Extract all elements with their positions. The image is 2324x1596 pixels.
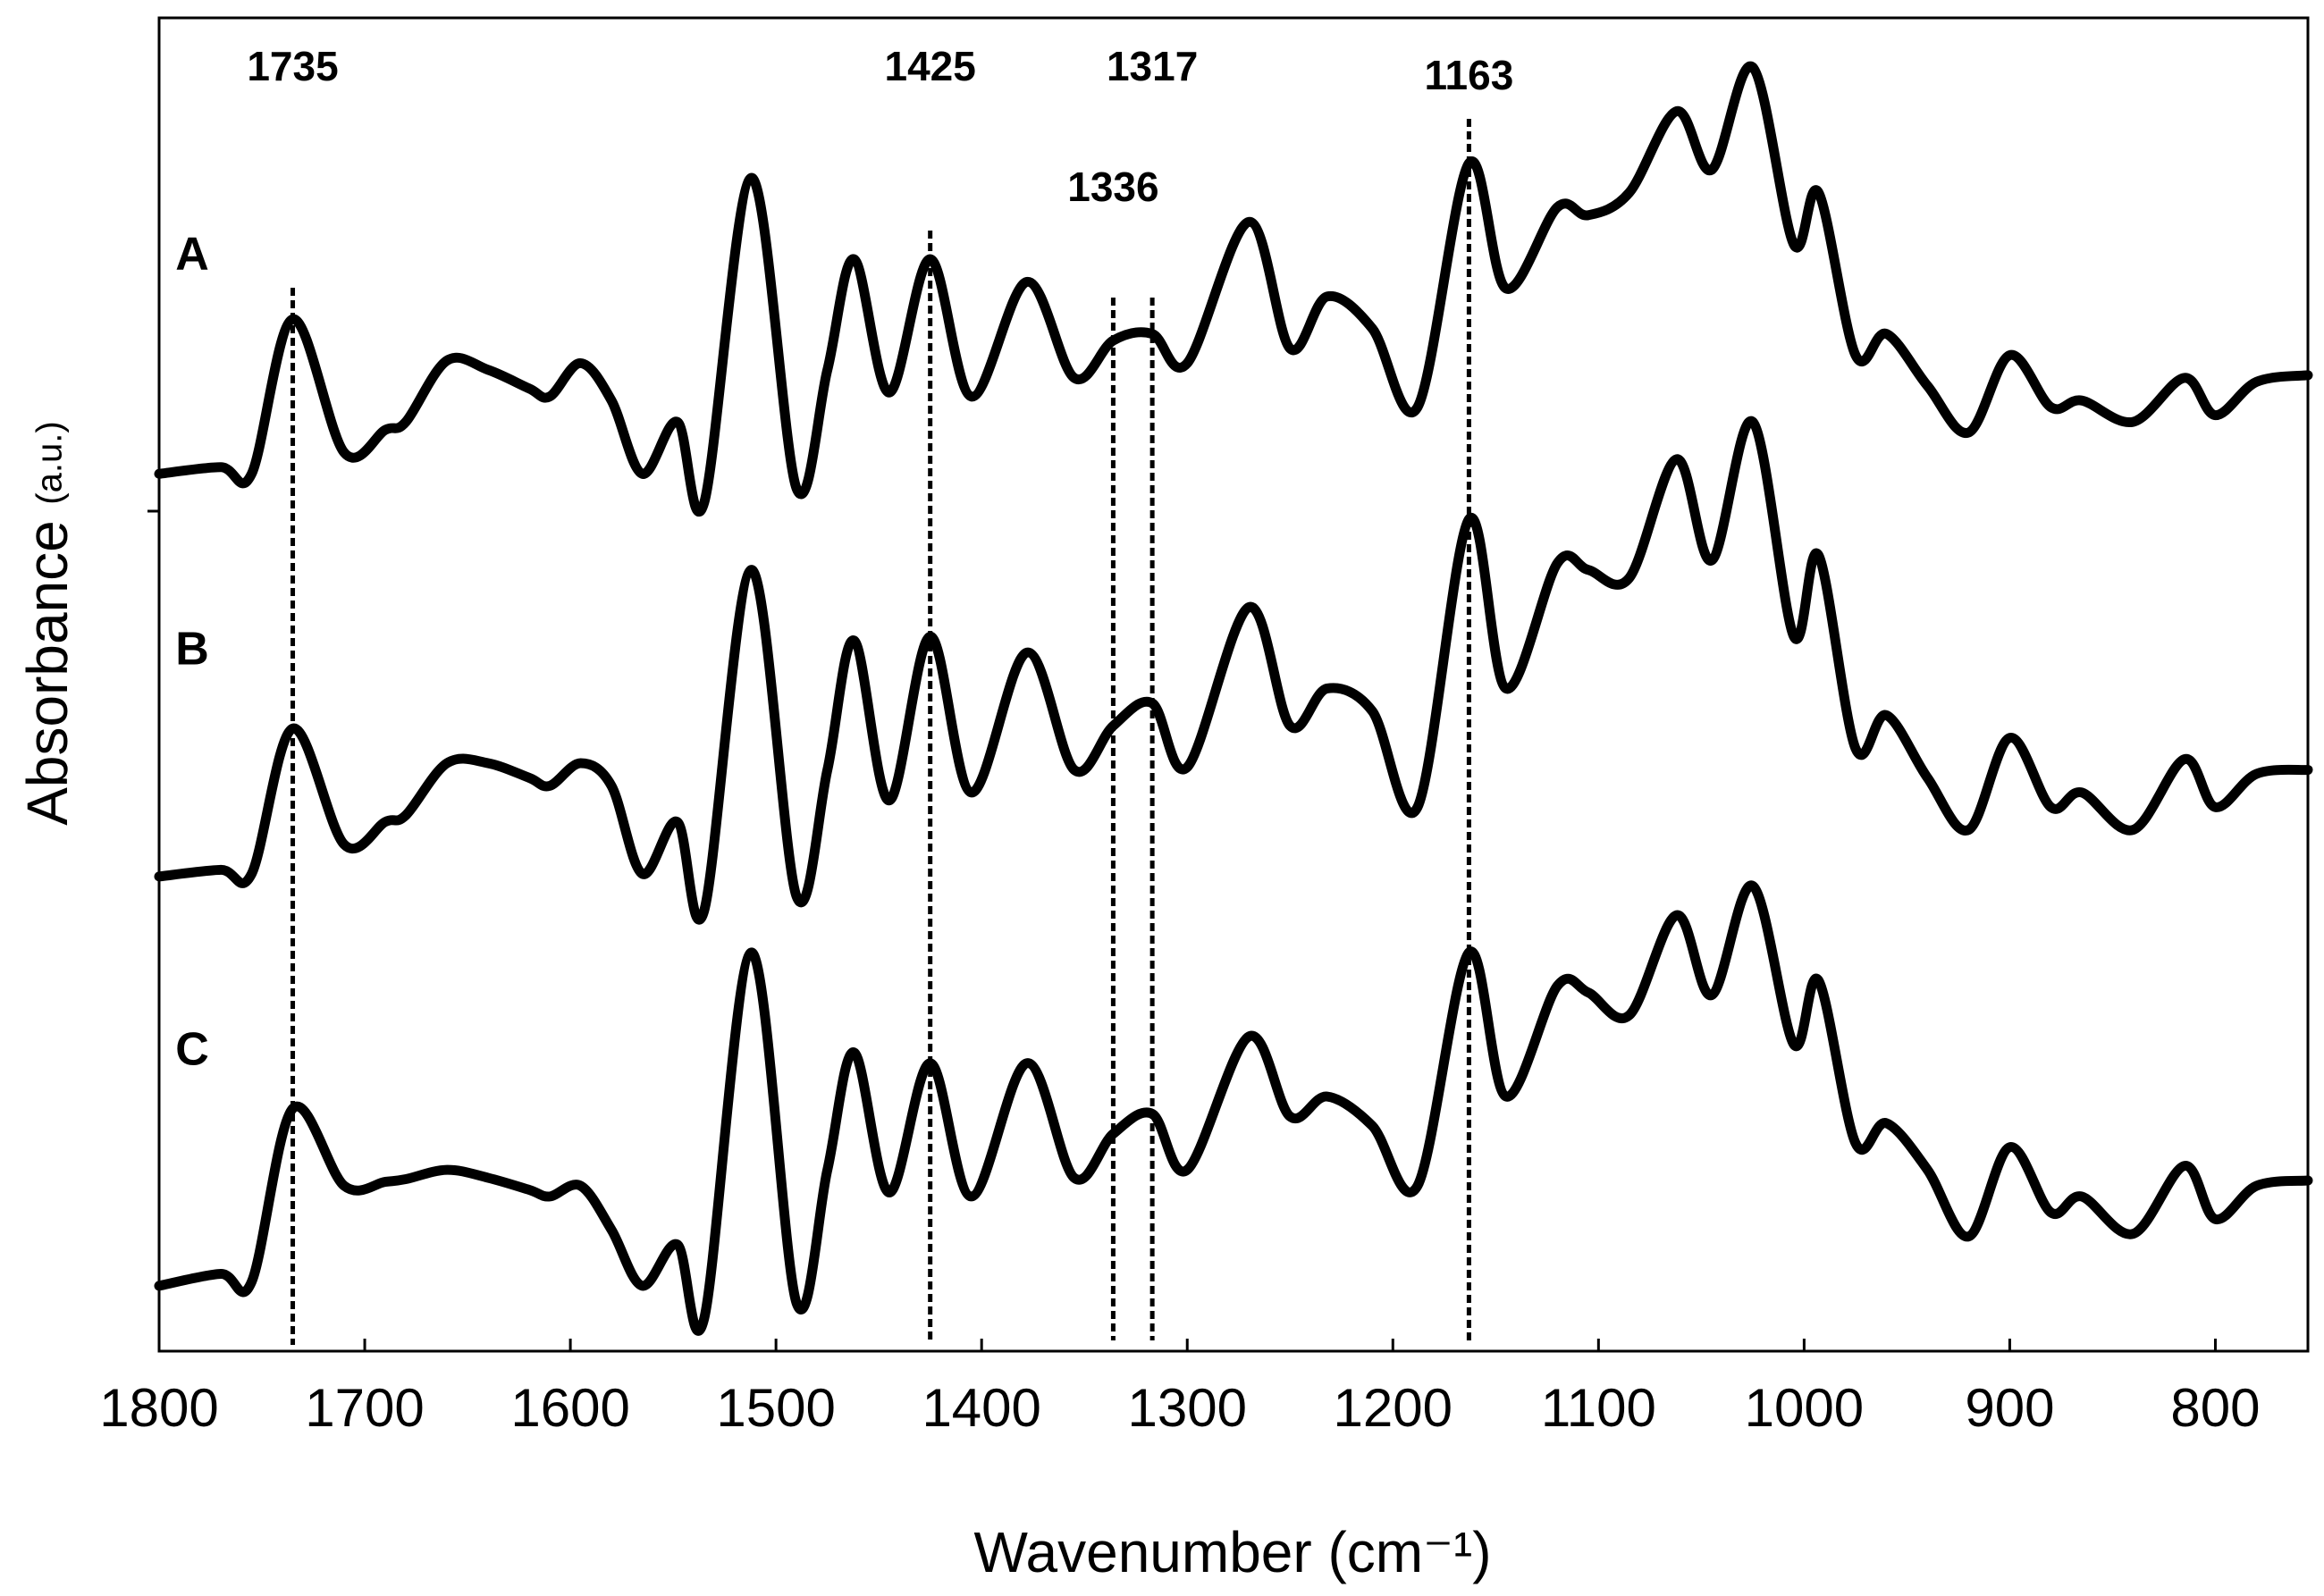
x-tick-label: 1700: [305, 1378, 424, 1438]
x-tick-label: 1300: [1127, 1378, 1246, 1438]
annotation-label: 1317: [1107, 43, 1198, 89]
annotation-label: 1163: [1425, 52, 1514, 98]
x-tick-label: 1500: [716, 1378, 835, 1438]
x-axis-label: Wavenumber (cm⁻¹): [973, 1520, 1491, 1584]
spectrum-line: [154, 880, 2313, 1336]
x-tick-label: 1400: [922, 1378, 1040, 1438]
spectrum-line: [154, 61, 2313, 517]
x-tick-label: 1100: [1541, 1378, 1656, 1438]
x-tick-label: 1800: [99, 1378, 218, 1438]
plot-frame: [157, 16, 2310, 1353]
x-tick-label: 800: [2170, 1378, 2260, 1438]
y-axis-label-group: Absorbance (a.u.): [15, 421, 80, 825]
series-label: A: [175, 229, 209, 281]
annotation-label: 1735: [247, 43, 338, 89]
x-tick-label: 1000: [1745, 1378, 1864, 1438]
x-tick-label: 1200: [1334, 1378, 1452, 1438]
y-axis-label: Absorbance: [15, 520, 80, 826]
spectrum-line: [154, 416, 2313, 925]
annotation-label: 1425: [885, 43, 976, 89]
y-axis-unit: (a.u.): [30, 421, 70, 504]
x-tick-label: 1600: [510, 1378, 629, 1438]
series-label: B: [175, 624, 209, 676]
x-tick-label: 900: [1965, 1378, 2054, 1438]
annotation-label: 1336: [1067, 164, 1158, 210]
series-label: C: [175, 1024, 209, 1076]
